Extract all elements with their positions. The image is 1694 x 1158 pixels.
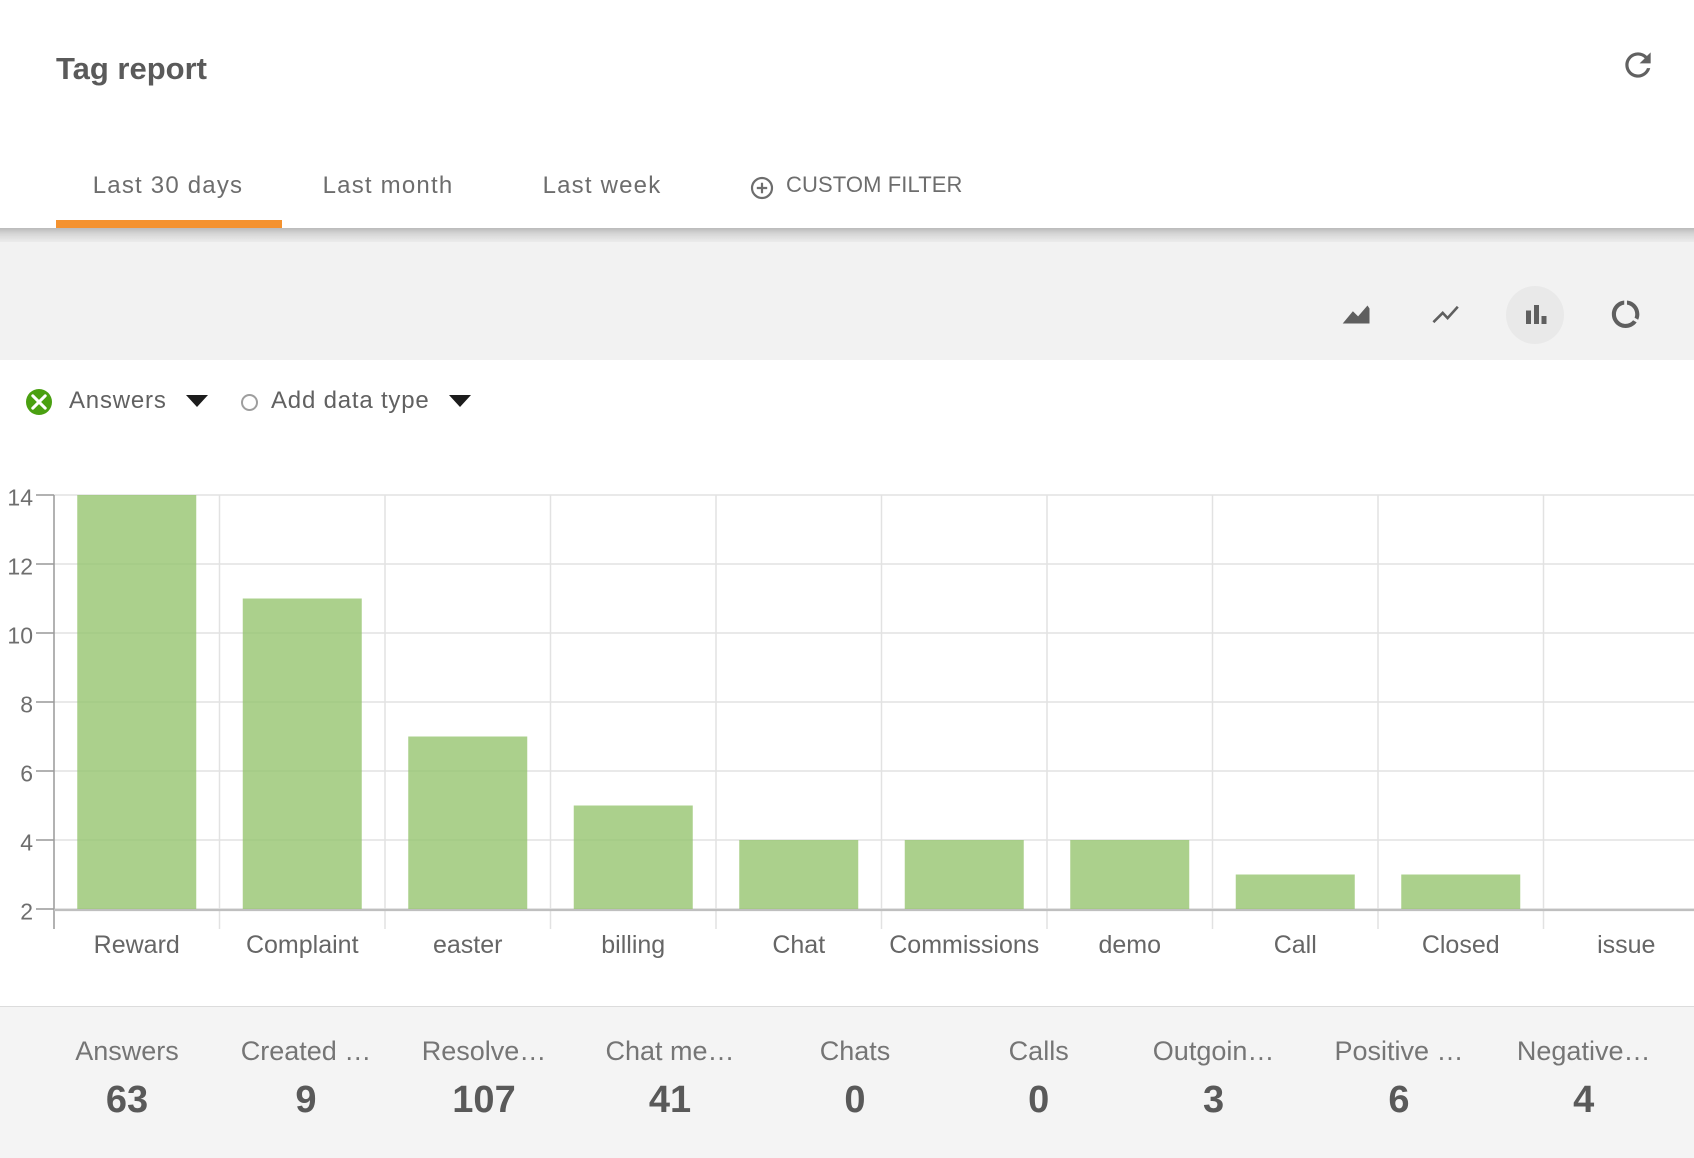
svg-text:12: 12 bbox=[7, 554, 33, 580]
svg-text:Closed: Closed bbox=[1422, 931, 1500, 959]
svg-text:Chat: Chat bbox=[772, 931, 825, 959]
svg-text:8: 8 bbox=[20, 692, 33, 718]
svg-text:Complaint: Complaint bbox=[246, 931, 359, 959]
svg-text:billing: billing bbox=[601, 931, 665, 959]
svg-text:demo: demo bbox=[1098, 931, 1161, 959]
svg-text:2: 2 bbox=[20, 899, 33, 925]
svg-text:Reward: Reward bbox=[94, 931, 180, 959]
svg-text:issue: issue bbox=[1597, 931, 1655, 959]
svg-text:14: 14 bbox=[7, 485, 33, 511]
svg-text:easter: easter bbox=[433, 931, 502, 959]
svg-text:6: 6 bbox=[20, 761, 33, 787]
svg-text:10: 10 bbox=[7, 623, 33, 649]
svg-text:Commissions: Commissions bbox=[889, 931, 1039, 959]
svg-text:Call: Call bbox=[1274, 931, 1317, 959]
svg-text:4: 4 bbox=[20, 830, 33, 856]
